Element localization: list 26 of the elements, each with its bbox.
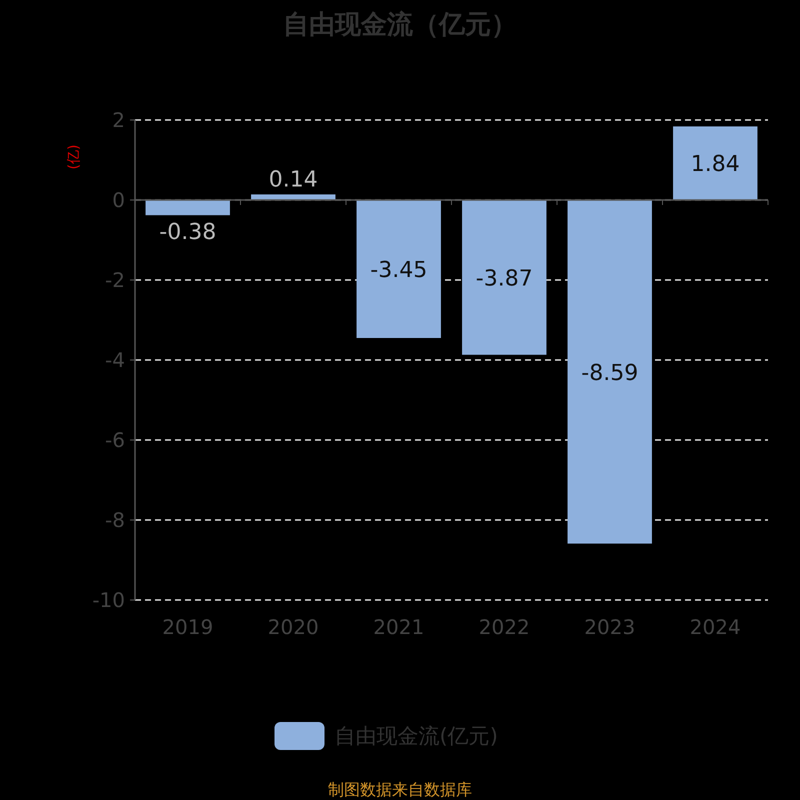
y-tick-label: -8: [105, 508, 125, 532]
bar: [568, 200, 652, 544]
data-label: -3.45: [370, 258, 428, 283]
x-tick-label: 2020: [268, 615, 319, 639]
y-tick-label: -2: [105, 268, 125, 292]
y-tick-label: -6: [105, 428, 125, 452]
x-tick-label: 2022: [478, 615, 530, 639]
bar: [146, 200, 230, 216]
x-tick-label: 2024: [690, 615, 741, 639]
x-tick-label: 2019: [162, 615, 214, 639]
data-label: 1.84: [690, 152, 740, 178]
y-tick-label: -10: [92, 588, 125, 612]
bar: [356, 200, 441, 338]
x-tick-label: 2023: [584, 615, 636, 639]
data-label: 0.14: [268, 167, 318, 192]
y-axis-title: (亿): [66, 144, 82, 170]
x-tick-label: 2021: [373, 615, 424, 639]
bar: [673, 126, 758, 200]
y-tick-label: 2: [112, 108, 125, 132]
text: 制图数据来自数据库: [328, 780, 472, 799]
y-tick-label: 0: [112, 188, 125, 212]
data-label: -0.38: [159, 220, 216, 246]
bar: [462, 200, 546, 355]
data-label: -8.59: [581, 360, 638, 386]
y-tick-label: -4: [105, 348, 125, 372]
data-label: -3.87: [476, 266, 533, 292]
